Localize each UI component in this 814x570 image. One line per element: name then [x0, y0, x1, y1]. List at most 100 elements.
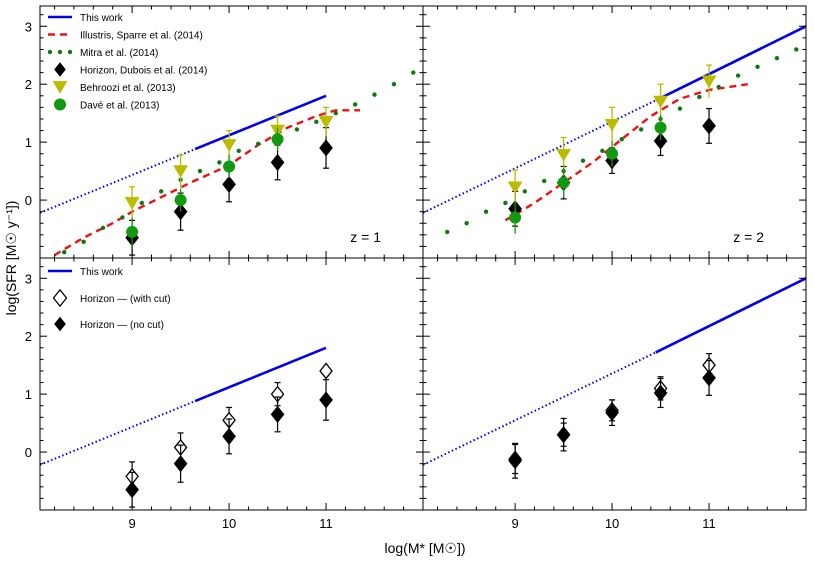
- mitra-point: [352, 102, 358, 107]
- y-tick-label: 2: [25, 329, 32, 344]
- mitra-point: [294, 127, 300, 132]
- mitra-point: [794, 47, 799, 52]
- this-work-dotted-line: [423, 99, 657, 214]
- mitra-point: [411, 70, 416, 75]
- plot-area: [423, 277, 806, 479]
- behroozi-point: [604, 118, 620, 132]
- legend-top: This work Illustris, Sparre et al. (2014)…: [47, 13, 207, 112]
- horizon-nocut-point: [605, 404, 619, 422]
- legend-swatch-mitra: [67, 49, 73, 55]
- legend-swatch-dave: [54, 98, 66, 111]
- panel-top-left: 0 1 2 3 z = 1 This work Illustris, Sparre et a…: [25, 5, 424, 259]
- horizon-nocut-point: [319, 391, 333, 409]
- mitra-point: [100, 225, 106, 231]
- horizon-nocut-point: [653, 132, 668, 150]
- y-axis-label: log(SFR [M☉ y⁻¹]): [3, 201, 19, 316]
- mitra-point: [697, 94, 702, 100]
- panel-bottom-left: 9 10 11 0 1 2 3 This work Horizon — (with cut) Ho…: [25, 257, 424, 531]
- mitra-point: [542, 178, 547, 184]
- y-tick-label: 3: [25, 271, 32, 286]
- mitra-point: [139, 200, 145, 206]
- horizon-nocut-point: [702, 117, 716, 135]
- behroozi-point: [124, 197, 140, 210]
- mitra-point: [522, 189, 528, 194]
- mitra-point: [755, 64, 760, 70]
- mitra-point: [483, 209, 489, 214]
- mitra-point: [314, 119, 319, 125]
- panels: 0 1 2 3 z = 1 This work Illustris, Sparre et a…: [25, 5, 807, 531]
- x-tick-label: 10: [222, 516, 236, 531]
- horizon-nocut-point: [222, 175, 236, 193]
- plot-area: [40, 70, 416, 257]
- legend-label: Davé et al. (2013): [80, 101, 160, 112]
- x-tick-label: 11: [319, 516, 333, 531]
- y-tick-label: 3: [25, 19, 32, 34]
- mitra-point: [217, 160, 222, 165]
- horizon-nocut-point: [270, 405, 285, 423]
- dave-point: [271, 133, 284, 146]
- dave-point: [174, 194, 187, 207]
- mitra-point: [638, 127, 644, 132]
- mitra-point: [677, 106, 683, 111]
- legend-swatch-mitra: [57, 49, 63, 55]
- this-work-line: [655, 25, 806, 102]
- horizon-nocut-point: [556, 426, 571, 444]
- panel-frame: [422, 5, 807, 259]
- y-tick-label: 1: [25, 135, 32, 150]
- legend-swatch-horizon-nocut: [54, 316, 66, 332]
- this-work-line: [655, 277, 806, 354]
- behroozi-point: [701, 75, 717, 89]
- behroozi-point: [173, 165, 189, 178]
- panel-frame: [39, 5, 424, 259]
- y-tick-label: 2: [25, 77, 32, 92]
- mitra-point: [62, 250, 67, 255]
- mitra-point: [81, 239, 86, 244]
- mitra-point: [372, 92, 377, 97]
- dave-point: [223, 160, 236, 173]
- horizon-nocut-point: [270, 153, 285, 171]
- x-axis-label: log(M* [M☉]): [385, 540, 466, 556]
- horizon-cut-point: [319, 362, 333, 380]
- dave-point: [654, 121, 667, 134]
- mitra-point: [774, 55, 780, 61]
- x-tick-label: 10: [605, 516, 619, 531]
- legend-label: This work: [80, 13, 124, 24]
- plot-area: [423, 25, 806, 235]
- legend-swatch-horizon: [54, 62, 66, 77]
- mitra-point: [159, 189, 164, 194]
- panel-top-right: z = 2: [422, 5, 807, 259]
- horizon-nocut-point: [125, 481, 139, 499]
- horizon-nocut-point: [222, 427, 236, 445]
- behroozi-point: [221, 139, 237, 152]
- mitra-point: [333, 110, 338, 116]
- y-tick-label: 0: [25, 193, 32, 208]
- this-work-line: [194, 346, 327, 403]
- behroozi-point: [507, 181, 523, 195]
- mitra-point: [445, 229, 450, 235]
- horizon-nocut-point: [319, 139, 333, 157]
- x-tick-label: 9: [511, 516, 518, 531]
- this-work-dotted-line: [40, 148, 196, 214]
- redshift-label: z = 2: [733, 229, 764, 245]
- mitra-point: [120, 215, 125, 220]
- panel-frame: [422, 257, 807, 511]
- horizon-nocut-point: [653, 384, 668, 402]
- x-tick-label: 9: [128, 516, 135, 531]
- horizon-nocut-point: [508, 452, 522, 470]
- mitra-point: [600, 148, 605, 154]
- legend-label: This work: [80, 267, 124, 278]
- legend-label: Horizon, Dubois et al. (2014): [80, 66, 207, 77]
- mitra-point: [391, 82, 397, 87]
- redshift-label: z = 1: [350, 229, 381, 245]
- this-work-dotted-line: [423, 351, 657, 466]
- mitra-point: [619, 137, 624, 142]
- y-tick-label: 0: [25, 445, 32, 460]
- illustris-line: [53, 109, 360, 257]
- dave-point: [126, 225, 139, 238]
- mitra-point: [236, 148, 241, 154]
- horizon-nocut-point: [173, 455, 188, 473]
- horizon-nocut-point: [702, 369, 716, 387]
- legend-swatch-horizon-cut: [52, 288, 68, 308]
- legend-swatch-mitra: [47, 49, 53, 55]
